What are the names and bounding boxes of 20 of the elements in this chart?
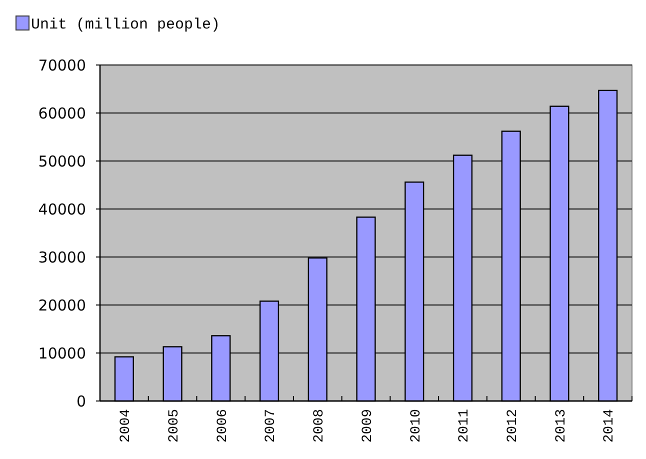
x-tick-label: 2006 xyxy=(214,409,231,443)
y-tick-label: 20000 xyxy=(38,296,86,314)
y-tick-label: 60000 xyxy=(38,104,86,122)
y-tick-label: 70000 xyxy=(38,56,86,74)
x-tick-label: 2004 xyxy=(118,409,134,443)
x-tick-label: 2012 xyxy=(504,409,521,443)
y-tick-label: 10000 xyxy=(38,344,86,362)
y-tick-label: 30000 xyxy=(38,248,86,266)
x-tick-label: 2011 xyxy=(456,409,473,443)
y-tick-label: 0 xyxy=(76,392,86,410)
y-tick-label: 40000 xyxy=(38,200,86,218)
x-tick-label: 2005 xyxy=(166,409,182,443)
x-tick-label: 2007 xyxy=(263,409,280,443)
x-tick-label: 2010 xyxy=(408,409,424,443)
x-tick-label: 2014 xyxy=(602,409,618,443)
y-tick-label: 50000 xyxy=(38,152,86,170)
legend-label: Unit (million people) xyxy=(31,16,220,34)
x-tick-label: 2013 xyxy=(553,409,570,443)
x-tick-label: 2009 xyxy=(360,409,376,443)
x-tick-label: 2008 xyxy=(312,409,328,443)
